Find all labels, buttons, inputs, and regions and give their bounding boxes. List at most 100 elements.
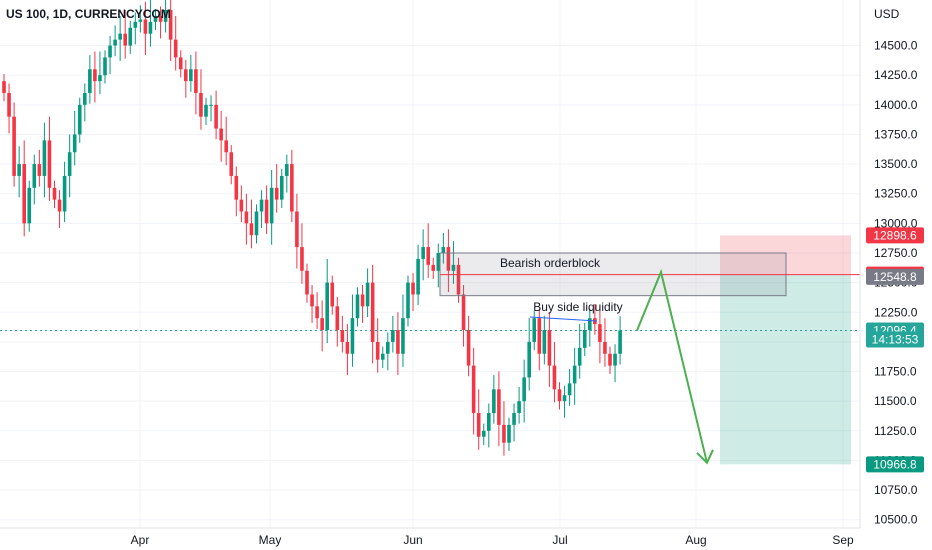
candle-body [47,140,52,188]
candle-body [365,282,370,307]
candle-body [290,164,294,212]
candle-body [118,33,122,40]
candle-body [239,199,244,212]
price-badge [866,331,924,348]
candle-body [391,330,395,342]
candle-body [492,389,496,414]
candle-body [98,75,102,82]
candle-body [254,211,259,236]
candle-body [431,264,436,271]
candle-body [108,45,112,58]
price-tick-label: 12250.0 [874,305,918,319]
candle-body [83,92,87,105]
candle-body [512,413,516,425]
candle-body [27,187,32,224]
candle-body [189,69,193,82]
candle-body [618,330,622,354]
price-tick-label: 11250.0 [874,424,917,438]
candle-body [421,247,425,259]
price-tick-label: 14000.0 [874,98,918,112]
grid [0,0,860,528]
candle-body [562,395,567,402]
candle-body [57,199,62,212]
price-badge-label: 12898.6 [873,228,917,242]
liquidity-line [529,316,598,322]
candle-body [194,69,198,93]
candle-body [285,164,289,176]
price-tick-label: 13000.0 [874,216,918,230]
price-badge [866,268,924,285]
candle-body [158,15,163,22]
time-tick-label: Jun [403,533,422,547]
candle-body [143,19,148,34]
candle-body [62,175,67,212]
candle-body [451,264,456,271]
candle-body [370,282,375,342]
candle-body [148,21,153,34]
price-tick-label: 10500.0 [874,513,918,527]
candle-body [42,140,47,176]
candle-body [507,424,511,443]
candle-body [219,128,223,141]
candle-body [603,341,607,354]
candle-body [396,330,400,354]
price-badge [866,227,924,244]
candle-body [269,187,274,224]
candle-body [557,389,562,402]
candle-body [471,365,476,414]
time-tick-label: Aug [685,533,706,547]
candle-body [577,347,582,366]
candle-body [249,223,254,236]
candle-body [527,341,531,378]
candle-body [532,318,537,342]
candle-body [300,247,304,271]
candle-body [264,199,269,224]
price-tick-label: 12750.0 [874,246,918,260]
candle-body [88,69,92,93]
candle-body [572,365,577,384]
candle-body [461,294,466,331]
candle-body [12,116,16,176]
candle-body [17,164,21,176]
candle-body [456,264,461,295]
candle-body [123,33,127,46]
candle-body [163,10,168,22]
candle-body [487,413,491,431]
candle-body [72,134,77,153]
candles [2,0,622,456]
price-badge-label: 12548.8 [873,270,917,284]
candle-body [209,104,213,106]
candle-body [229,152,234,176]
candle-body [380,353,385,360]
candle-body [517,401,521,414]
candle-body [37,164,42,176]
annotations: Bearish orderblock Buy side liquidity [439,252,860,465]
candle-body [340,330,345,342]
candle-body [502,424,506,443]
candle-body [138,19,143,22]
projection-path [636,268,708,464]
candle-body [259,199,264,212]
candle-body [355,294,360,319]
candle-body [2,81,6,93]
candle-body [360,294,365,307]
candle-body [224,140,228,153]
time-tick-label: Sep [832,533,854,547]
candle-body [481,430,486,437]
time-axis[interactable]: Apr May Jun Jul Aug Sep [131,533,854,547]
candle-body [153,15,158,22]
candle-body [401,318,405,354]
candle-body [310,294,314,307]
candle-body [77,104,82,135]
candle-body [497,389,501,425]
candle-body [416,258,420,295]
candle-body [537,318,542,354]
candle-body [582,330,587,348]
candle-body [608,353,612,366]
candle-body [335,306,340,331]
candle-body [279,175,284,200]
candle-body [22,164,26,224]
projection-arrowhead [696,449,714,465]
price-tick-label: 11500.0 [874,394,917,408]
